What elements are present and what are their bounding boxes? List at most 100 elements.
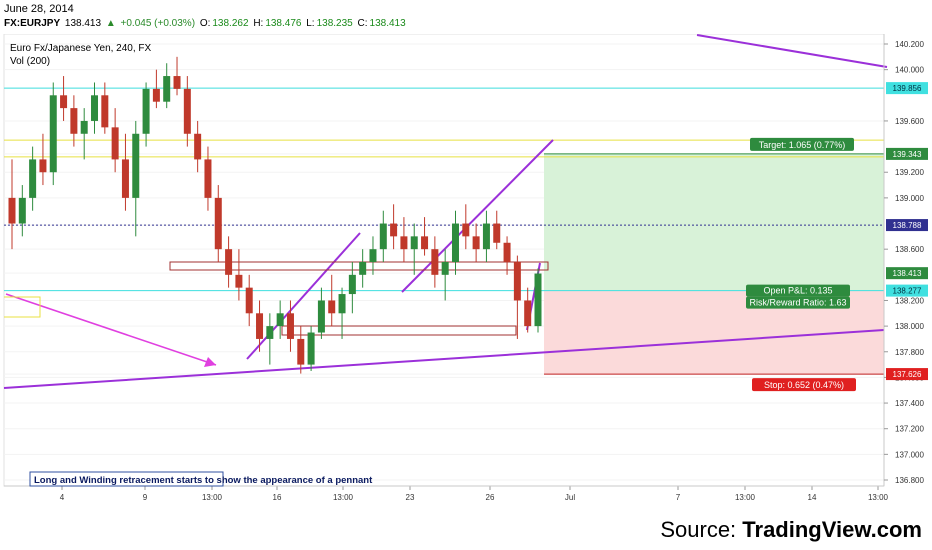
candle-body bbox=[91, 95, 99, 121]
time-tick-label: 9 bbox=[143, 493, 148, 502]
candle-body bbox=[338, 294, 346, 314]
channel-line-2 bbox=[401, 139, 554, 293]
price-tag bbox=[886, 368, 928, 381]
price-tick-label: 139.200 bbox=[895, 168, 924, 177]
time-tick-label: 4 bbox=[60, 493, 65, 502]
time-tick-label: 7 bbox=[676, 493, 681, 502]
footer: Source: TradingView.com bbox=[0, 510, 932, 550]
candle-body bbox=[431, 249, 439, 275]
candle-body bbox=[503, 242, 511, 262]
target-zone bbox=[544, 153, 884, 291]
last-price: 138.413 bbox=[64, 18, 102, 29]
candle-body bbox=[173, 76, 181, 89]
price-tick-label: 137.000 bbox=[895, 450, 924, 459]
price-tag-label: 139.343 bbox=[893, 150, 922, 159]
candle-body bbox=[101, 95, 109, 128]
support-trendline bbox=[3, 329, 885, 389]
rr-label: Risk/Reward Ratio: 1.63 bbox=[749, 298, 846, 308]
high-value: 138.476 bbox=[265, 18, 302, 29]
price-tick-label: 138.200 bbox=[895, 296, 924, 305]
time-tick-label: 13:00 bbox=[202, 493, 223, 502]
candles bbox=[8, 56, 542, 374]
price-tick-label: 140.200 bbox=[895, 40, 924, 49]
time-tick-label: Jul bbox=[565, 493, 575, 502]
chart-area[interactable]: Target: 1.065 (0.77%) Open P&L: 0.135 Risk… bbox=[0, 34, 932, 510]
candle-body bbox=[297, 338, 305, 365]
candle-body bbox=[39, 159, 47, 173]
candle-body bbox=[390, 223, 398, 237]
annotation-text: Long and Winding retracement starts to s… bbox=[34, 475, 373, 486]
up-arrow-icon: ▲ bbox=[105, 18, 116, 29]
close-label: C: bbox=[357, 18, 368, 29]
source-brand: TradingView.com bbox=[742, 517, 922, 542]
price-tag-label: 138.413 bbox=[893, 269, 922, 278]
candle-body bbox=[379, 223, 387, 250]
rr-badge bbox=[746, 296, 850, 309]
candle-body bbox=[421, 236, 429, 250]
candle-body bbox=[256, 313, 264, 339]
time-tick-label: 16 bbox=[273, 493, 282, 502]
candle-body bbox=[245, 287, 253, 314]
candle-body bbox=[328, 300, 336, 314]
candle-body bbox=[359, 262, 367, 275]
target-badge bbox=[750, 137, 854, 151]
position-badges: Target: 1.065 (0.77%) Open P&L: 0.135 Risk… bbox=[746, 137, 856, 392]
volume-label: Vol (200) bbox=[10, 56, 51, 67]
candle-body bbox=[513, 262, 521, 301]
candle-body bbox=[235, 274, 243, 288]
low-label: L: bbox=[306, 18, 315, 29]
candle-body bbox=[276, 313, 284, 327]
candle-body bbox=[534, 273, 542, 327]
pointer-arrow-line bbox=[5, 293, 217, 366]
time-tick-label: 23 bbox=[406, 493, 415, 502]
open-pnl-badge bbox=[746, 284, 850, 297]
price-tick-label: 137.400 bbox=[895, 399, 924, 408]
price-tag bbox=[886, 267, 928, 280]
candle-body bbox=[493, 223, 501, 243]
text-annotation[interactable]: Long and Winding retracement starts to s… bbox=[29, 471, 373, 487]
price-tick-label: 138.600 bbox=[895, 245, 924, 254]
price-tick-label: 139.600 bbox=[895, 117, 924, 126]
channel-line-1 bbox=[246, 232, 361, 360]
source-credit: Source: TradingView.com bbox=[660, 517, 922, 543]
price-tick-label: 137.800 bbox=[895, 348, 924, 357]
yellow-box bbox=[4, 296, 41, 318]
close-value: 138.413 bbox=[369, 18, 406, 29]
candle-body bbox=[183, 88, 191, 134]
candle-body bbox=[451, 223, 459, 262]
high-label: H: bbox=[253, 18, 264, 29]
low-value: 138.235 bbox=[316, 18, 353, 29]
candle-body bbox=[204, 159, 212, 198]
price-tag-label: 138.277 bbox=[893, 287, 922, 296]
open-value: 138.262 bbox=[212, 18, 249, 29]
stop-badge-label: Stop: 0.652 (0.47%) bbox=[764, 380, 844, 390]
quote-line: FX:EURJPY 138.413 ▲ +0.045 (+0.03%) O: 13… bbox=[4, 18, 408, 29]
time-tick-label: 26 bbox=[486, 493, 495, 502]
target-badge-label: Target: 1.065 (0.77%) bbox=[759, 140, 846, 150]
candle-body bbox=[369, 249, 377, 262]
symbol-label[interactable]: FX:EURJPY bbox=[4, 18, 61, 29]
candle-body bbox=[214, 197, 222, 250]
candle-body bbox=[8, 197, 16, 224]
candle-body bbox=[163, 76, 171, 102]
candle-body bbox=[80, 120, 88, 134]
candle-body bbox=[400, 236, 408, 250]
price-change: +0.045 (+0.03%) bbox=[120, 18, 196, 29]
horizontal-levels bbox=[4, 87, 884, 292]
candle-body bbox=[266, 326, 274, 339]
price-axis[interactable]: 140.200 140.000 139.600 139.200 139.000 138.6… bbox=[883, 34, 928, 486]
candle-body bbox=[194, 133, 202, 160]
price-tick-label: 136.800 bbox=[895, 476, 924, 485]
open-label: O: bbox=[199, 18, 211, 29]
time-tick-label: 13:00 bbox=[868, 493, 889, 502]
candle-body bbox=[286, 313, 294, 339]
candle-body bbox=[410, 236, 418, 250]
price-tag bbox=[886, 82, 928, 95]
source-prefix: Source: bbox=[660, 517, 743, 542]
support-box bbox=[281, 325, 517, 336]
price-tag bbox=[886, 219, 928, 232]
candle-body bbox=[472, 236, 480, 250]
date-label: June 28, 2014 bbox=[4, 3, 74, 15]
time-axis[interactable]: 4 9 13:00 16 13:00 23 26 Jul 7 13:00 14 13:00 bbox=[4, 485, 889, 502]
candle-body bbox=[121, 159, 129, 198]
